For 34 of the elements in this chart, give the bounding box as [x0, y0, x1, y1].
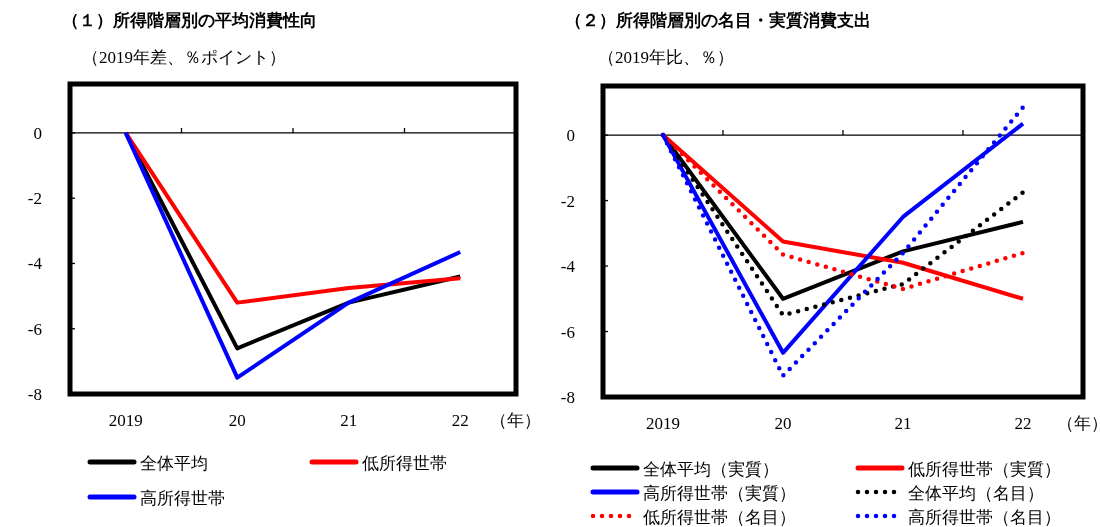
y-tick-label: -8	[27, 385, 42, 404]
y-tick-label: -6	[560, 322, 575, 342]
y-tick-label: 0	[566, 126, 575, 146]
chart-title: （２）所得階層別の名目・実質消費支出	[565, 10, 871, 30]
x-tick-label: 20	[774, 414, 792, 433]
legend-label: 低所得世帯（名目）	[643, 507, 796, 527]
y-tick-label: -8	[560, 388, 575, 407]
legend-label: 全体平均	[140, 453, 208, 473]
legend-label: 高所得世帯（名目）	[908, 507, 1061, 527]
y-tick-label: -4	[560, 257, 576, 277]
chart-subtitle: （2019年比、％）	[598, 48, 734, 67]
x-tick-label: 20	[228, 411, 246, 430]
x-axis-title: （年）	[1057, 414, 1100, 433]
y-tick-label: 0	[33, 123, 42, 143]
y-tick-label: -6	[27, 319, 42, 339]
x-tick-label: 22	[1014, 414, 1032, 433]
line-series	[123, 130, 463, 305]
x-axis-title: （年）	[490, 411, 541, 430]
chart-subtitle: （2019年差、％ポイント）	[82, 48, 286, 67]
x-tick-label: 2019	[646, 414, 680, 433]
legend-label: 低所得世帯（実質）	[908, 459, 1061, 479]
chart-title: （１）所得階層別の平均消費性向	[62, 10, 317, 30]
legend-label: 高所得世帯	[140, 488, 225, 508]
legend-label: 全体平均（実質）	[643, 459, 779, 479]
x-tick-label: 21	[894, 414, 912, 433]
legend-label: 全体平均（名目）	[908, 483, 1044, 503]
x-tick-label: 22	[451, 411, 469, 430]
y-tick-label: -2	[560, 191, 575, 211]
x-tick-label: 2019	[108, 411, 143, 430]
y-tick-label: -4	[27, 254, 43, 274]
legend-label: 低所得世帯	[362, 453, 447, 473]
x-tick-label: 21	[340, 411, 358, 430]
y-tick-label: -2	[27, 189, 42, 209]
legend-label: 高所得世帯（実質）	[643, 483, 796, 503]
